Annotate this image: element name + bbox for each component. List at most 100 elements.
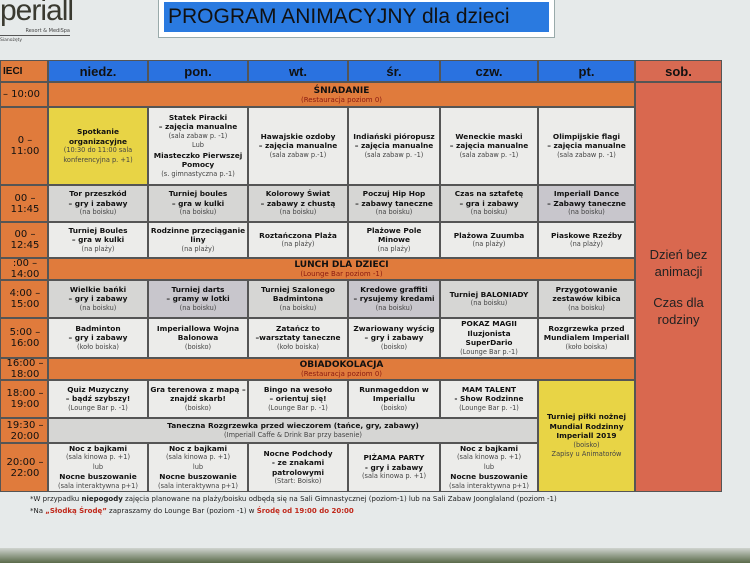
activity-line: Noc z bajkami xyxy=(459,443,519,453)
activity-line: MAM TALENT xyxy=(461,384,517,394)
activity-line: (sala interaktywna p+1) xyxy=(449,481,529,490)
activity-line: (na boisku) xyxy=(568,208,605,217)
activity-line: (sala kinowa p. +1) xyxy=(65,453,131,462)
activity-line: (na boisku) xyxy=(375,303,413,312)
logo-subtitle: Resort & MediSpa xyxy=(0,28,70,36)
activity-cell: Turniej boules – gra w kulki (na boisku) xyxy=(148,185,248,222)
time-label: 20:00 – 22:00 xyxy=(6,456,44,479)
activity-cell: Zwariowany wyścig – gry i zabawy (boisko) xyxy=(348,318,440,358)
footnote-highlight: Środę od 19:00 do 20:00 xyxy=(256,507,354,515)
time-label: 5:00 – 16:00 xyxy=(9,327,41,349)
header-day: pt. xyxy=(538,60,635,82)
activity-line: Noc z bajkami xyxy=(168,443,228,453)
day-label: śr. xyxy=(386,63,402,79)
time-slot: 18:00 – 19:00 xyxy=(0,380,48,418)
activity-cell: Imperiallowa Wojna Balonowa (boisko) xyxy=(148,318,248,358)
activity-line: – gra i zabawy xyxy=(459,198,519,208)
activity-line: Hawajskie ozdoby xyxy=(260,131,336,141)
activity-line: Nocne buszowanie xyxy=(450,472,528,482)
time-slot: 16:00 – 18:00 xyxy=(0,358,48,380)
activity-line: Olimpijskie flagi xyxy=(552,131,621,141)
meal-banner: LUNCH DLA DZIECI (Lounge Bar poziom -1) xyxy=(48,258,635,280)
activity-line: Zapisy u Animatorów xyxy=(551,450,622,459)
activity-line: (na boisku) xyxy=(279,208,317,217)
activity-line: Piaskowe Rzeźby xyxy=(551,230,622,240)
meal-banner: ŚNIADANIE (Restauracja poziom 0) xyxy=(48,82,635,107)
activity-line: Turniej Boules xyxy=(68,225,128,235)
time-slot: 4:00 – 15:00 xyxy=(0,280,48,318)
activity-line: (na boisku) xyxy=(179,208,217,217)
activity-line: (na plaży) xyxy=(472,240,506,248)
saturday-column: Dzień bez animacji Czas dla rodziny xyxy=(635,82,722,492)
activity-line: (na plaży) xyxy=(281,240,315,248)
day-label: pt. xyxy=(578,63,595,79)
activity-line: (sala zabaw p. -1) xyxy=(557,150,616,159)
activity-line: (koło boiska) xyxy=(77,342,119,351)
activity-line: Roztańczona Plaża xyxy=(259,230,337,240)
activity-line: – zabawy taneczne xyxy=(355,198,433,208)
activity-cell: Czas na sztafetę – gra i zabawy (na boisku… xyxy=(440,185,538,222)
activity-cell: Przygotowanie zestawów kibica (na boisku) xyxy=(538,280,635,318)
activity-cell: Bingo na wesoło – orientuj się! (Lounge Ba… xyxy=(248,380,348,418)
activity-cell: Noc z bajkami (sala kinowa p. +1) lub Nocne… xyxy=(440,443,538,492)
activity-line: (boisko) xyxy=(380,342,408,351)
poster-title: PROGRAM ANIMACYJNY dla dzieci xyxy=(164,2,549,32)
activity-line: (Imperiall Caffe & Drink Bar przy baseni… xyxy=(224,430,362,439)
footnote-text: zapraszamy do Lounge Bar (poziom -1) w xyxy=(106,507,257,515)
activity-cell: PIŻAMA PARTY - gry i zabawy (sala kinowa p… xyxy=(348,443,440,492)
activity-line: Rozgrzewka przed Mundialem Imperiall xyxy=(543,323,630,343)
activity-line: (sala kinowa p. +1) xyxy=(456,453,522,462)
activity-line: Statek Piracki xyxy=(168,112,228,122)
activity-line: Tor przeszkód xyxy=(69,189,127,199)
activity-cell: Kolorowy Świat – zabawy z chustą (na boisk… xyxy=(248,185,348,222)
day-label: pon. xyxy=(184,63,212,79)
background-edge xyxy=(0,548,750,563)
day-label: sob. xyxy=(665,63,692,79)
activity-cell: Runmageddon w Imperiallu (boisko) xyxy=(348,380,440,418)
activity-line: Indiański pióropusz xyxy=(353,131,435,141)
activity-line: - gry i zabawy xyxy=(364,462,424,472)
activity-line: (na boisku) xyxy=(568,303,605,312)
activity-line: (na plaży) xyxy=(81,244,115,253)
activity-cell: Poczuj Hip Hop – zabawy taneczne (na boisk… xyxy=(348,185,440,222)
footnote-bold: niepogody xyxy=(81,495,123,503)
activity-cell: Piaskowe Rzeźby (na plaży) xyxy=(538,222,635,258)
activity-line: Quiz Muzyczny xyxy=(67,384,129,394)
activity-cell: Plażowa Zuumba (na plaży) xyxy=(440,222,538,258)
activity-line: (na boisku) xyxy=(179,303,217,312)
activity-line: (koło boiska) xyxy=(565,342,608,351)
activity-line: (Lounge Bar p. -1) xyxy=(459,403,519,412)
day-label: niedz. xyxy=(79,63,117,79)
activity-line: (sala interaktywna p+1) xyxy=(58,481,138,490)
activity-line: Wielkie bańki xyxy=(69,284,127,294)
header-corner: IECI xyxy=(0,60,48,82)
header-day: pon. xyxy=(148,60,248,82)
activity-line: Turniej Szalonego Badmintona xyxy=(261,284,335,304)
activity-line: (sala kinowa p. +1) xyxy=(361,472,427,481)
activity-line: Bingo na wesoło xyxy=(263,384,333,394)
activity-line: – gry i zabawy xyxy=(68,333,128,343)
footnote-sweet-wednesday: *Na „Słodką Środę” zapraszamy do Lounge … xyxy=(30,505,557,517)
activity-cell: Turniej Szalonego Badmintona (na boisku) xyxy=(248,280,348,318)
logo-location: Sianożęty xyxy=(0,38,23,43)
footnote-weather: *W przypadku niepogody zajęcia planowane… xyxy=(30,493,557,505)
activity-line: Taneczna Rozgrzewka przed wieczorem (tań… xyxy=(167,421,419,430)
activity-cell: Turniej BALONIADY (na boisku) xyxy=(440,280,538,318)
activity-line: Nocne Podchody xyxy=(263,448,333,458)
time-label: 16:00 – 18:00 xyxy=(6,358,44,380)
time-slot: 19:30 – 20:00 xyxy=(0,418,48,443)
time-label: 4:00 – 15:00 xyxy=(9,288,41,310)
schedule-table: IECI niedz. pon. wt. śr. czw. pt. sob. – 10:00 ŚN… xyxy=(0,60,722,492)
activity-cell: Olimpijskie flagi – zajęcia manualne (sala… xyxy=(538,107,635,185)
activity-line: Iluzjonista xyxy=(467,328,511,338)
time-slot: 5:00 – 16:00 xyxy=(0,318,48,358)
activity-line: – gra w kulki xyxy=(71,235,125,245)
activity-line: Turniej piłki nożnej Mundial Rodzinny Im… xyxy=(546,412,627,441)
activity-line: – Zabawy taneczne xyxy=(547,198,626,208)
activity-line: Plażowe Pole Minowe xyxy=(366,225,422,245)
hotel-logo: periall Resort & MediSpa Sianożęty xyxy=(0,0,74,43)
logo-brand: periall xyxy=(0,0,74,27)
activity-line: – zajęcia manualne xyxy=(354,141,434,151)
activity-line: – zajęcia manualne xyxy=(258,141,338,151)
activity-line: Miasteczko Pierwszej Pomocy xyxy=(153,150,243,170)
